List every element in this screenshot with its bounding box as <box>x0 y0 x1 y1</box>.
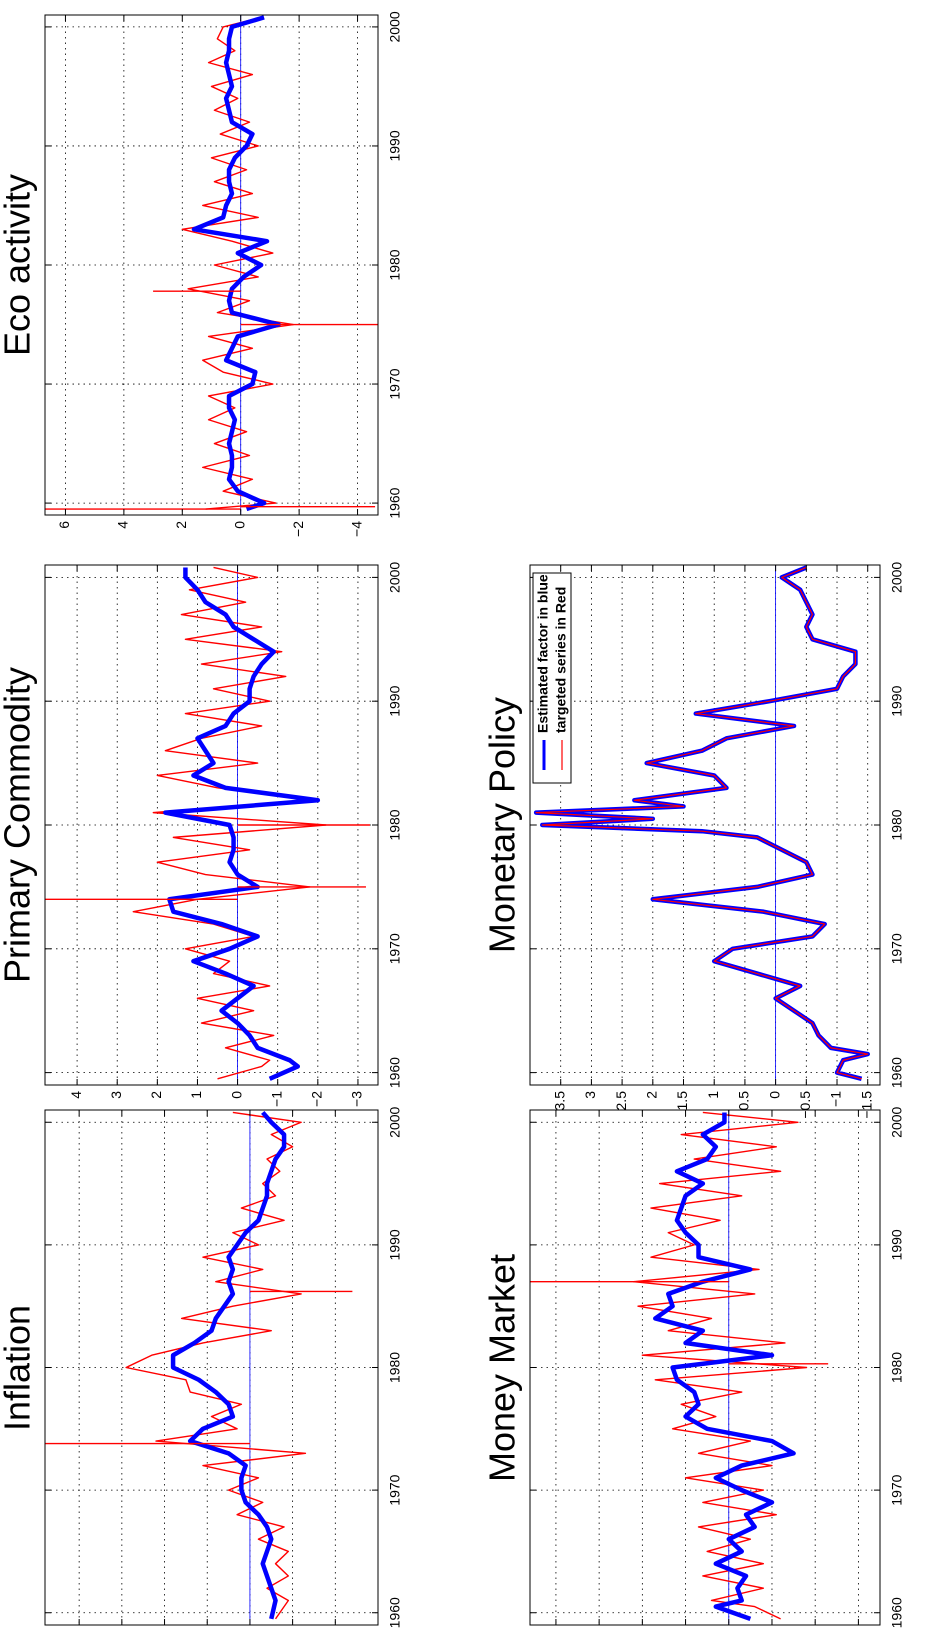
panel-primary-commodity: 1960 1970 1980 1990 2000 −3 −2 −1 0 1 2 3 4 Primary C… <box>0 562 403 1107</box>
y-tick-label: 4 <box>68 1091 84 1099</box>
panel-title: Primary Commodity <box>0 667 38 983</box>
y-tick-label: 2 <box>173 521 189 529</box>
plot-area <box>530 1112 828 1618</box>
x-tick-label: 1990 <box>387 685 403 716</box>
x-tick-label: 2000 <box>889 1106 905 1137</box>
y-tick-label: 1 <box>188 1091 204 1099</box>
plot-area <box>45 1112 352 1618</box>
grid <box>45 1110 378 1625</box>
x-tick-label: 1990 <box>889 1229 905 1260</box>
legend-label: targeted series in Red <box>553 587 569 733</box>
x-tick-label: 2000 <box>387 562 403 593</box>
x-tick-label: 1960 <box>387 1057 403 1088</box>
y-tick-label: 3 <box>108 1091 124 1099</box>
y-tick-label: 2 <box>148 1091 164 1099</box>
x-tick-label: 2000 <box>387 11 403 42</box>
panel-title: Eco activity <box>0 174 38 356</box>
x-tick-label: 1990 <box>387 130 403 161</box>
x-tick-label: 1960 <box>889 1597 905 1628</box>
panel-title: Monetary Policy <box>482 697 523 953</box>
panel-title: Money Market <box>482 1254 523 1482</box>
y-tick-label: 3.5 <box>551 1091 567 1111</box>
panel-eco-activity: 1960 1970 1980 1990 2000 −4 −2 0 2 4 6 Eco activity <box>0 11 403 537</box>
x-tick-label: 1980 <box>387 249 403 280</box>
y-tick-label: −1.5 <box>858 1091 874 1119</box>
y-tick-label: 2 <box>644 1091 660 1099</box>
series-targeted-line <box>634 1112 807 1618</box>
y-tick-label: 0 <box>231 521 247 529</box>
y-tick-label: 0.5 <box>736 1091 752 1111</box>
y-tick-label: −2 <box>309 1091 325 1107</box>
y-tick-label: −0.5 <box>797 1091 813 1119</box>
x-tick-label: 1970 <box>889 933 905 964</box>
plot-area <box>536 567 868 1078</box>
plot-area <box>45 17 378 509</box>
x-tick-label: 1960 <box>387 1597 403 1628</box>
series-targeted-line <box>182 17 293 509</box>
series-targeted-line <box>126 1112 305 1618</box>
x-tick-label: 1970 <box>387 1474 403 1505</box>
y-tick-label: 6 <box>56 521 72 529</box>
y-tick-label: −4 <box>348 521 364 537</box>
y-tick-label: 0 <box>228 1091 244 1099</box>
x-tick-label: 1980 <box>889 1352 905 1383</box>
x-tick-label: 2000 <box>387 1106 403 1137</box>
legend-label: Estimated factor in blue <box>535 574 551 733</box>
x-tick-label: 1970 <box>387 933 403 964</box>
x-tick-label: 1980 <box>387 809 403 840</box>
x-tick-label: 1990 <box>387 1229 403 1260</box>
x-tick-label: 1960 <box>387 487 403 518</box>
y-tick-label: −2 <box>290 521 306 537</box>
x-tick-label: 1990 <box>889 685 905 716</box>
x-tick-label: 1960 <box>889 1057 905 1088</box>
x-tick-label: 1970 <box>889 1474 905 1505</box>
x-tick-label: 1980 <box>387 1352 403 1383</box>
plot-area <box>45 567 370 1078</box>
x-tick-label: 1980 <box>889 809 905 840</box>
panel-title: Inflation <box>0 1305 38 1431</box>
y-tick-label: −1 <box>828 1091 844 1107</box>
y-tick-label: 0 <box>766 1091 782 1099</box>
y-tick-label: 2.5 <box>613 1091 629 1111</box>
x-tick-label: 1970 <box>387 368 403 399</box>
series-targeted-line <box>536 567 868 1078</box>
y-tick-label: 1 <box>705 1091 721 1099</box>
grid <box>45 15 378 515</box>
y-tick-label: 4 <box>115 521 131 529</box>
y-tick-label: 3 <box>582 1091 598 1099</box>
y-tick-label: −1 <box>268 1091 284 1107</box>
y-tick-label: −3 <box>349 1091 365 1107</box>
grid <box>530 1110 880 1625</box>
x-tick-label: 2000 <box>889 562 905 593</box>
y-tick-label: 1.5 <box>674 1091 690 1111</box>
